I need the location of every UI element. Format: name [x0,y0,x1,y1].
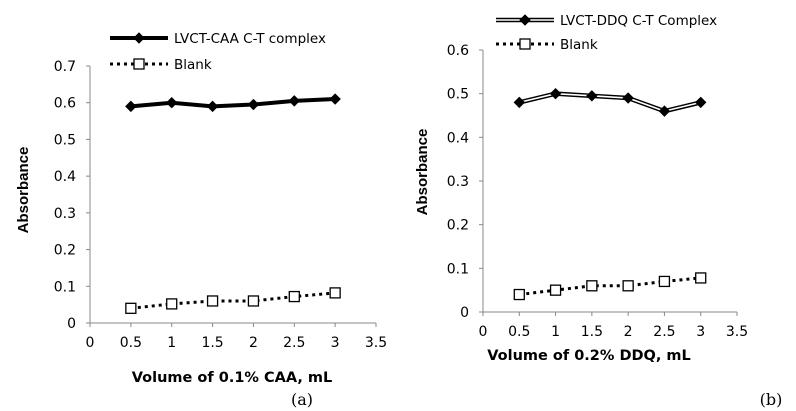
x-tick-label: 1 [551,324,560,340]
data-point [206,100,219,113]
y-tick-label: 0.5 [447,87,469,103]
data-point [247,295,260,307]
data-point [288,290,300,303]
data-point [695,272,707,284]
data-point [586,90,598,102]
series-0 [125,93,341,113]
x-tick-label: 1.5 [581,324,603,340]
x-tick-label: 2.5 [283,335,305,351]
x-tick-label: 0 [479,324,488,340]
y-tick-label: 0.2 [54,243,76,259]
legend-entry: Blank [496,37,598,53]
y-tick-label: 0 [460,305,469,321]
x-tick-label: 2 [249,335,258,351]
legend-entry: LVCT-CAA C-T complex [110,31,326,47]
data-point [622,92,634,104]
x-axis-title: Volume of 0.2% DDQ, mL [487,348,691,364]
y-tick-label: 0.6 [54,96,76,112]
y-tick-label: 0.1 [447,261,469,277]
legend-swatch-marker [519,38,531,50]
y-tick-label: 0.5 [54,132,76,148]
series-line [519,276,701,297]
data-point [658,275,671,288]
data-point [549,87,562,100]
y-tick-label: 0.2 [447,218,469,234]
data-point [695,96,707,109]
y-tick-label: 0 [67,316,76,332]
series-line [130,97,336,109]
series-0 [513,87,707,117]
y-axis-title: Absorbance [414,129,431,216]
legend-label: LVCT-CAA C-T complex [174,31,326,47]
data-point [166,298,178,310]
chart-panel-b: 0 0.1 0.2 0.3 0.4 0.5 0.6 0 0.5 1 1.5 2 2.5 3 3.5 Absor… [414,13,782,409]
x-tick-label: 3 [331,335,340,351]
series-1 [513,272,707,301]
legend-swatch-marker [133,32,145,44]
x-tick-label: 0 [86,335,95,351]
data-point [622,280,634,292]
y-tick-label: 0.1 [54,279,76,295]
x-tick-label: 3 [696,324,705,340]
legend-label: Blank [174,57,212,73]
legend-label: LVCT-DDQ C-T Complex [560,13,717,29]
y-tick-label: 0.7 [54,59,76,75]
data-point [288,95,300,107]
x-tick-label: 2 [624,324,633,340]
x-axis-title: Volume of 0.1% CAA, mL [132,370,333,386]
legend-label: Blank [560,37,598,53]
data-point [586,280,598,292]
panel-caption: (b) [760,390,783,409]
x-tick-label: 0.5 [120,335,142,351]
series-line-inner [519,92,701,112]
y-tick-label: 0.6 [447,43,469,59]
x-tick-label: 0.5 [508,324,530,340]
data-point [247,98,260,111]
data-point [513,288,525,301]
data-point [125,100,137,113]
series-line [130,291,336,310]
legend-swatch-marker [519,14,531,26]
series-1 [125,287,341,314]
legend-entry: LVCT-DDQ C-T Complex [496,13,717,29]
data-point [658,105,671,117]
data-point [206,295,219,307]
x-tick-label: 1 [167,335,176,351]
data-point [329,93,341,105]
chart-panel-a: 0 0.1 0.2 0.3 0.4 0.5 0.6 0.7 0 0.5 1 1.5 2 2.5 3 3.5 Ab… [15,31,387,409]
x-tick-label: 2.5 [653,324,675,340]
legend-swatch-marker [133,58,145,70]
y-tick-label: 0.3 [447,174,469,190]
data-point [329,287,341,299]
y-tick-label: 0.3 [54,206,76,222]
x-tick-label: 3.5 [726,324,748,340]
legend-entry: Blank [110,57,212,73]
panel-caption: (a) [291,390,313,409]
data-point [549,284,562,296]
data-point [125,302,137,314]
y-tick-label: 0.4 [447,130,469,146]
data-point [513,96,525,109]
y-axis-title: Absorbance [15,147,32,234]
x-tick-label: 3.5 [365,335,387,351]
data-point [166,97,178,109]
x-tick-label: 1.5 [201,335,223,351]
y-tick-label: 0.4 [54,169,76,185]
